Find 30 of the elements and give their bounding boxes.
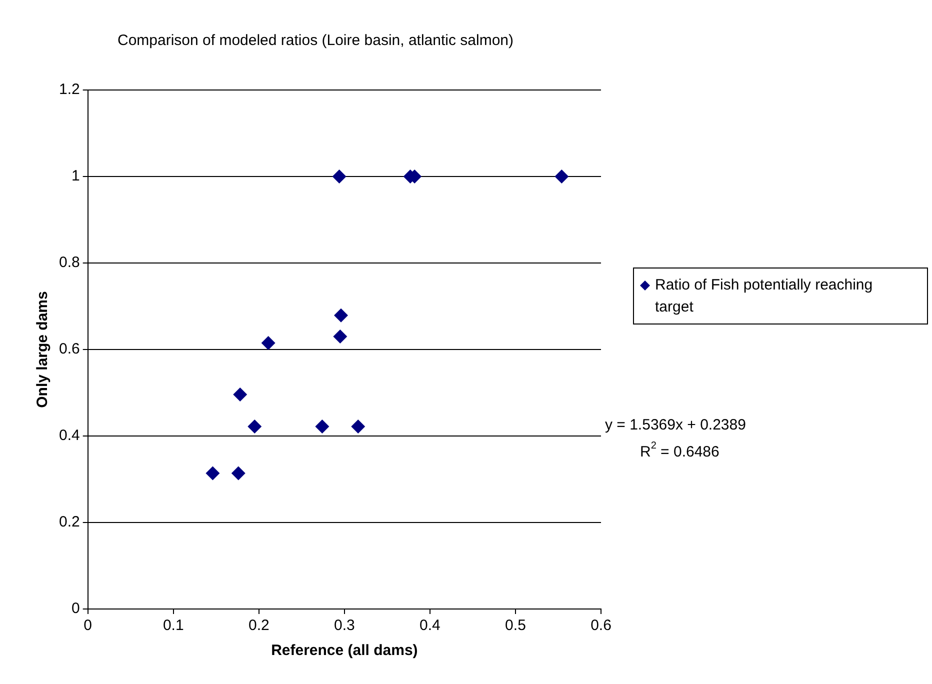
x-tick-label: 0.4: [420, 617, 440, 634]
point: [248, 419, 262, 434]
y-tick-label: 0.8: [58, 254, 80, 272]
x-tick-label: 0.6: [590, 617, 612, 634]
legend-label: Ratio of Fish potentially reaching target: [655, 276, 873, 316]
y-axis-title: Only large dams: [34, 291, 52, 408]
point: [332, 170, 346, 184]
y-tick-label: 0.6: [58, 340, 80, 358]
x-tick-label: 0: [84, 617, 92, 634]
chart-title: Comparison of modeled ratios (Loire basin, atlantic salmon): [117, 32, 514, 50]
point: [206, 466, 220, 480]
y-tick-label: 1: [72, 168, 80, 185]
y-tick-label: 0.2: [58, 514, 80, 531]
y-tick-label: 0: [72, 600, 80, 618]
y-tick-label: 0.4: [58, 427, 80, 444]
point: [261, 336, 276, 350]
text: y = 1.5369x + 0.2389: [605, 416, 746, 434]
point: [315, 419, 330, 434]
point: [333, 330, 348, 344]
x-tick-label: 0.1: [162, 617, 184, 634]
x-tick-label: 0.3: [334, 617, 355, 634]
x-axis-title: Reference (all dams): [271, 642, 418, 660]
point: [334, 308, 348, 322]
point: [351, 419, 366, 434]
point: [554, 170, 569, 184]
x-tick-label: 0.5: [505, 617, 526, 634]
x-tick-label: 0.2: [248, 617, 270, 634]
point: [231, 466, 246, 480]
point: [233, 387, 248, 402]
y-tick-label: 1.2: [58, 81, 80, 98]
